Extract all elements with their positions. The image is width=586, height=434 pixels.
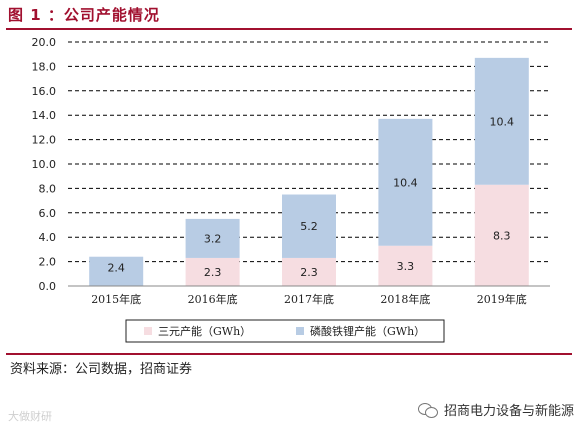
x-axis-labels: 2015年底 2016年底 2017年底 2018年底 2019年底 (91, 292, 527, 306)
title-rule (6, 28, 572, 30)
data-label: 10.4 (393, 176, 418, 189)
bar-segment (185, 218, 240, 258)
bar-segment (282, 257, 336, 286)
legend-swatch (296, 327, 304, 335)
y-tick-label: 8.0 (39, 182, 57, 195)
source-rule (6, 353, 572, 355)
legend-label: 三元产能（GWh） (158, 324, 251, 338)
bar-segment (282, 194, 336, 258)
x-tick-label: 2015年底 (91, 292, 141, 306)
y-tick-label: 4.0 (39, 231, 57, 244)
y-tick-label: 2.0 (39, 256, 57, 269)
x-tick-label: 2016年底 (188, 292, 238, 306)
y-tick-label: 12.0 (32, 134, 57, 147)
y-tick-label: 16.0 (32, 85, 57, 98)
watermark-right-text: 招商电力设备与新能源 (443, 404, 574, 419)
bar-segment (474, 184, 529, 286)
data-label: 3.3 (397, 260, 415, 273)
data-label: 3.2 (204, 232, 222, 245)
watermark-left: 大做财研 (8, 410, 52, 423)
y-axis-ticks: 0.0 2.0 4.0 6.0 8.0 10.0 12.0 14.0 16.0 18.0 20.0 (32, 36, 57, 293)
legend: 三元产能（GWh） 磷酸铁锂产能（GWh） (125, 319, 445, 343)
y-tick-label: 14.0 (32, 109, 57, 122)
y-tick-label: 0.0 (39, 280, 57, 293)
x-tick-label: 2019年底 (477, 292, 527, 306)
legend-label: 磷酸铁锂产能（GWh） (310, 324, 425, 338)
bar-segment (378, 245, 433, 286)
x-tick-label: 2018年底 (380, 292, 430, 306)
bar-segment (89, 256, 144, 286)
data-label: 5.2 (300, 220, 318, 233)
capacity-chart: 0.02.04.06.08.010.012.014.016.018.020.0 … (32, 36, 550, 343)
bars: 0.02.42.33.22.35.23.310.48.310.4 (89, 57, 529, 288)
legend-box (125, 319, 445, 343)
source-note: 资料来源：公司数据，招商证券 (10, 362, 193, 377)
y-tick-label: 20.0 (32, 36, 57, 49)
x-tick-label: 2017年底 (284, 292, 334, 306)
wechat-icon (417, 402, 440, 418)
y-tick-label: 18.0 (32, 60, 57, 73)
data-label: 10.4 (490, 115, 515, 128)
data-label: 2.3 (300, 266, 318, 279)
grid-lines (68, 41, 550, 263)
legend-swatch (144, 327, 152, 335)
figure-title: 图 1 ：公司产能情况 (8, 6, 160, 24)
bar-segment (378, 118, 433, 246)
data-label: 2.4 (107, 262, 125, 275)
data-label: 8.3 (493, 229, 511, 242)
bar-segment (185, 257, 240, 286)
y-tick-label: 6.0 (39, 207, 57, 220)
bar-segment (474, 57, 529, 185)
data-label: 2.3 (204, 266, 222, 279)
y-tick-label: 10.0 (32, 158, 57, 171)
watermark-right: 招商电力设备与新能源 (417, 400, 574, 419)
